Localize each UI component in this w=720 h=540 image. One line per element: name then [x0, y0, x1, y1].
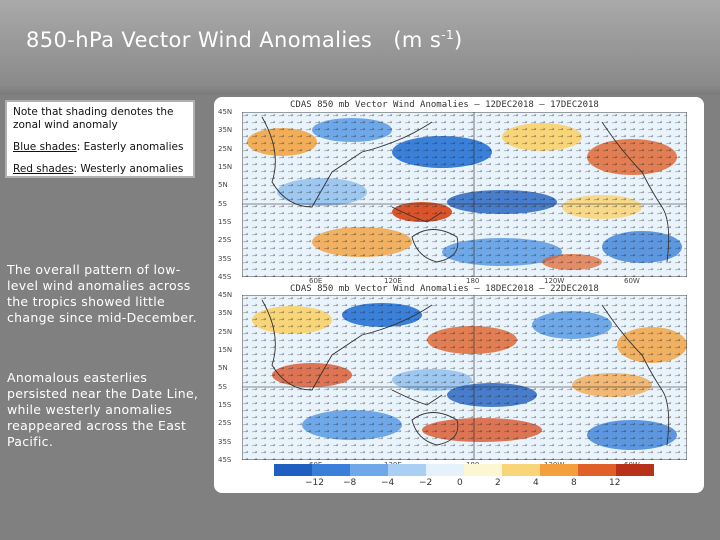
colorbar-tick-label: 0	[457, 478, 463, 488]
lat-label: 45S	[218, 273, 232, 281]
lat-label: 15N	[218, 163, 233, 171]
colorbar-tick-label: 12	[609, 478, 621, 488]
paragraph-1: The overall pattern of low-level wind an…	[7, 262, 197, 325]
colorbar-tick-label: 2	[495, 478, 501, 488]
title-unit-suffix: )	[453, 28, 463, 52]
note-line: Note that shading denotes the zonal wind…	[13, 106, 174, 131]
wind-anomaly-maps: CDAS 850 mb Vector Wind Anomalies — 12DE…	[214, 97, 704, 493]
map-1-coastlines	[261, 116, 670, 263]
lon-label: 60E	[309, 277, 323, 285]
colorbar-swatch	[388, 464, 427, 476]
colorbar-swatch	[350, 464, 389, 476]
note-blue-label: Blue shades	[13, 141, 77, 153]
lon-label: 120W	[544, 277, 565, 285]
title-unit-sup: -1	[441, 28, 454, 42]
colorbar-swatch	[312, 464, 351, 476]
colorbar-swatch	[464, 464, 503, 476]
lat-label: 35N	[218, 309, 233, 318]
lat-label: 35N	[218, 126, 233, 135]
note-red: Red shades: Westerly anomalies	[13, 163, 187, 176]
lat-label: 5S	[218, 382, 227, 391]
map-1-title: CDAS 850 mb Vector Wind Anomalies — 12DE…	[290, 100, 599, 110]
map-2-image	[241, 294, 688, 461]
lat-label: 25S	[218, 419, 232, 428]
map-1	[241, 111, 688, 278]
lat-label: 35S	[218, 254, 232, 263]
lat-label: 35S	[218, 437, 232, 446]
colorbar-swatch	[540, 464, 579, 476]
title-unit-prefix: (m s	[393, 28, 442, 52]
colorbar-tick-label: 8	[571, 478, 577, 488]
colorbar-swatch	[426, 464, 465, 476]
note-red-text: : Westerly anomalies	[73, 163, 184, 175]
colorbar-swatch	[274, 464, 313, 476]
map-2-title: CDAS 850 mb Vector Wind Anomalies — 18DE…	[290, 284, 599, 294]
lat-label: 5N	[218, 181, 228, 190]
title-text: 850-hPa Vector Wind Anomalies	[26, 28, 373, 52]
lat-label: 25N	[218, 144, 233, 153]
lat-label: 15S	[218, 218, 232, 226]
shading-note-box: Note that shading denotes the zonal wind…	[5, 100, 195, 178]
lon-label: 180	[466, 277, 480, 285]
colorbar-tick-label: −4	[381, 478, 395, 488]
paragraph-2: Anomalous easterlies persisted near the …	[7, 370, 199, 449]
colorbar-tick-label: −8	[343, 478, 357, 488]
lat-label: 15S	[218, 401, 232, 409]
lat-label: 45S	[218, 456, 232, 464]
lat-label: 5N	[218, 364, 228, 373]
slide-title: 850-hPa Vector Wind Anomalies (m s-1)	[26, 28, 463, 52]
map-2-coastlines	[261, 299, 670, 446]
note-blue-text: : Easterly anomalies	[76, 141, 184, 153]
colorbar-tick-label: −12	[305, 478, 324, 488]
note-blue: Blue shades: Easterly anomalies	[13, 141, 187, 154]
colorbar-swatch	[616, 464, 654, 476]
colorbar-swatch	[502, 464, 541, 476]
lat-label: 25N	[218, 327, 233, 336]
lat-label: 45N	[218, 291, 233, 299]
title-bar: 850-hPa Vector Wind Anomalies (m s-1)	[0, 0, 720, 95]
lat-label: 25S	[218, 236, 232, 245]
note-red-label: Red shades	[13, 163, 74, 175]
map-2	[241, 294, 688, 461]
map-1-image	[241, 111, 688, 278]
lon-label: 120E	[384, 277, 402, 285]
lat-label: 15N	[218, 346, 233, 354]
lat-label: 5S	[218, 199, 227, 208]
colorbar-tick-label: −2	[419, 478, 433, 488]
colorbar-swatch	[578, 464, 617, 476]
lon-label: 60W	[624, 277, 640, 285]
colorbar	[274, 464, 654, 476]
lat-label: 45N	[218, 108, 233, 116]
colorbar-tick-label: 4	[533, 478, 539, 488]
